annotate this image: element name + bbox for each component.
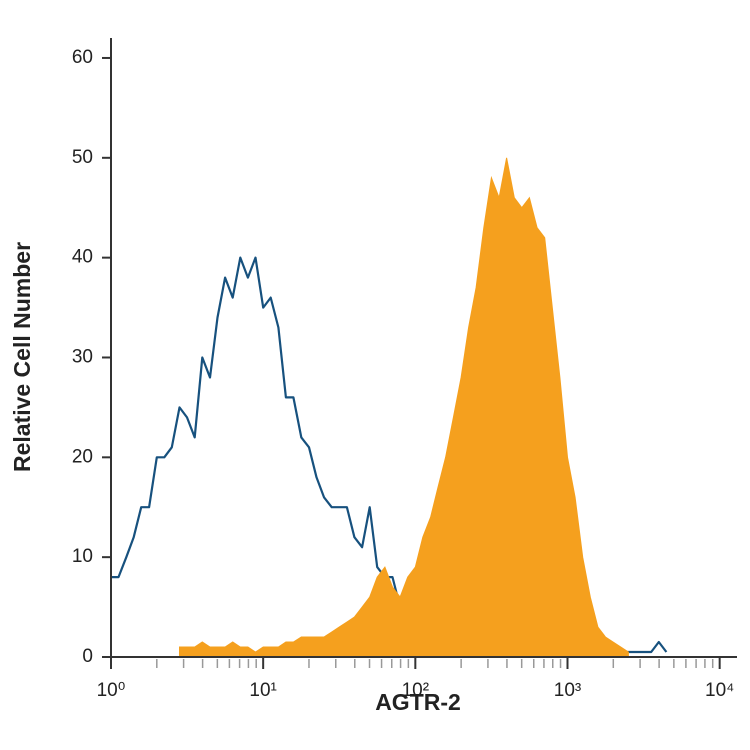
- histogram-area: [179, 157, 629, 658]
- x-tick-label: 10²: [402, 680, 429, 701]
- y-tick-label: 50: [72, 147, 93, 168]
- x-tick-label: 10¹: [249, 680, 276, 701]
- x-tick-label: 10³: [554, 680, 581, 701]
- x-axis-title: AGTR-2: [375, 689, 461, 715]
- y-tick-label: 0: [82, 646, 93, 667]
- y-tick-label: 60: [72, 47, 93, 68]
- x-tick-label: 10⁰: [97, 680, 126, 701]
- y-tick-label: 20: [72, 446, 93, 467]
- x-tick-label: 10⁴: [705, 680, 734, 701]
- y-tick-label: 30: [72, 346, 93, 367]
- y-axis-title: Relative Cell Number: [9, 242, 35, 472]
- y-tick-label: 10: [72, 546, 93, 567]
- y-tick-label: 40: [72, 247, 93, 268]
